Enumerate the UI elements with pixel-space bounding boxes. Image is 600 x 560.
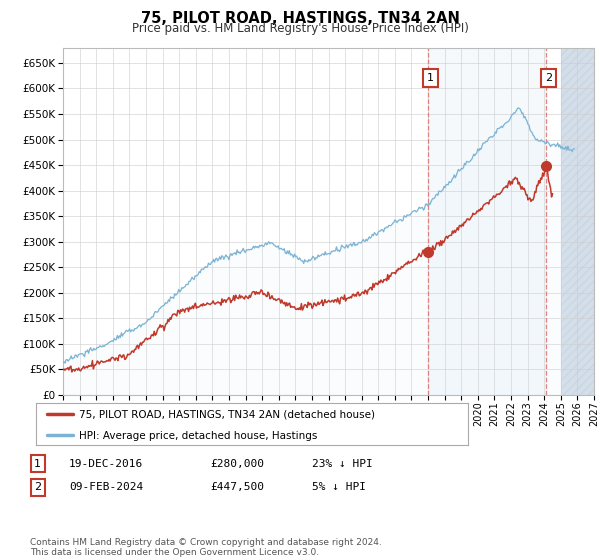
Text: 75, PILOT ROAD, HASTINGS, TN34 2AN: 75, PILOT ROAD, HASTINGS, TN34 2AN [140,11,460,26]
Text: 09-FEB-2024: 09-FEB-2024 [69,482,143,492]
Text: HPI: Average price, detached house, Hastings: HPI: Average price, detached house, Hast… [79,431,317,441]
Bar [428,48,546,395]
Text: 2: 2 [545,73,552,83]
Text: £447,500: £447,500 [210,482,264,492]
Text: Contains HM Land Registry data © Crown copyright and database right 2024.
This d: Contains HM Land Registry data © Crown c… [30,538,382,557]
Text: 19-DEC-2016: 19-DEC-2016 [69,459,143,469]
Bar [561,48,594,395]
Text: 5% ↓ HPI: 5% ↓ HPI [312,482,366,492]
Bar [561,48,594,395]
Text: Price paid vs. HM Land Registry's House Price Index (HPI): Price paid vs. HM Land Registry's House … [131,22,469,35]
Text: 75, PILOT ROAD, HASTINGS, TN34 2AN (detached house): 75, PILOT ROAD, HASTINGS, TN34 2AN (deta… [79,409,375,419]
Text: 23% ↓ HPI: 23% ↓ HPI [312,459,373,469]
Text: £280,000: £280,000 [210,459,264,469]
Text: 2: 2 [34,482,41,492]
Text: 1: 1 [34,459,41,469]
Text: 1: 1 [427,73,434,83]
